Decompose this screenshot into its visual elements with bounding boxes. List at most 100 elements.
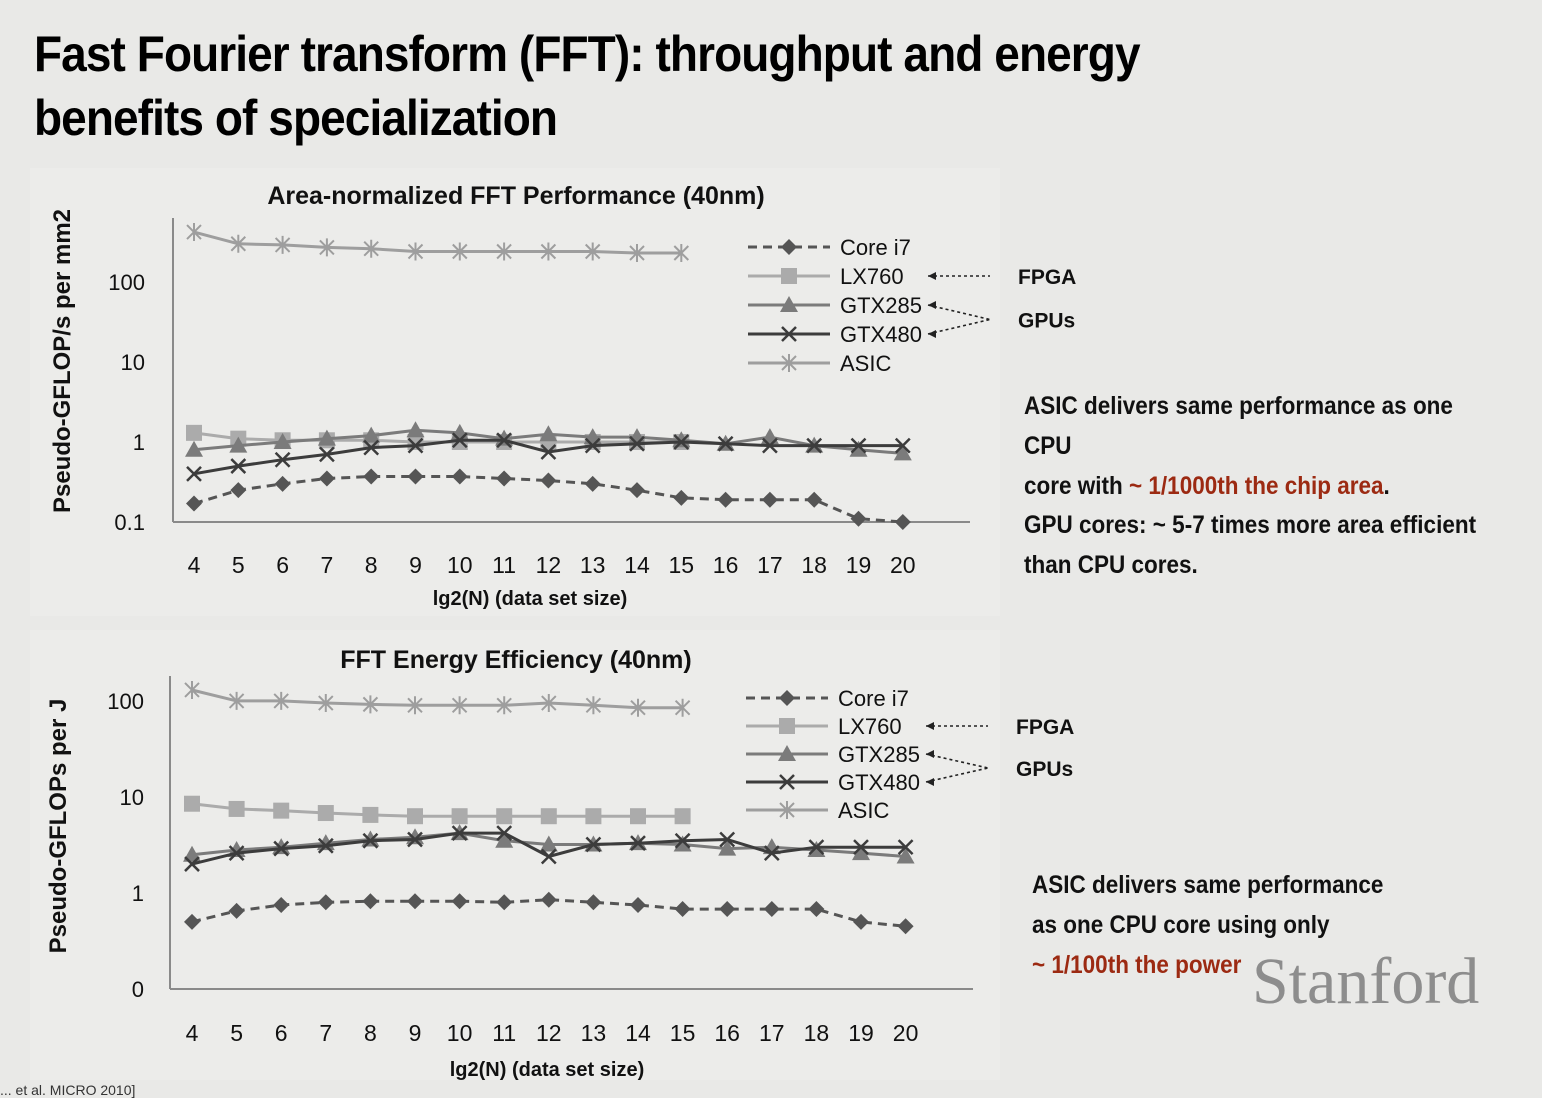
chart2-series-lx760-point xyxy=(451,808,468,825)
chart1-series-gtx480-point xyxy=(186,465,202,482)
chart2-legend-asic-marker xyxy=(779,801,795,819)
chart1-y-tick-label: 0.1 xyxy=(114,510,145,535)
chart1-series-core-i7-point xyxy=(186,495,202,512)
chart2-group-gpus-label: GPUs xyxy=(1016,758,1073,781)
chart2-legend-lx760-label: LX760 xyxy=(838,714,902,739)
chart1-series-core-i7-point xyxy=(673,489,690,506)
energy-note-line-2: as one CPU core using only xyxy=(1032,911,1330,939)
chart2-series-asic-point xyxy=(451,696,468,715)
chart2-series-core-i7-point xyxy=(451,893,468,910)
chart2-x-tick-label: 20 xyxy=(893,1020,919,1046)
chart2-x-tick-label: 19 xyxy=(848,1020,874,1046)
chart1-series-gtx480-point xyxy=(540,444,557,460)
chart1-x-tick-label: 19 xyxy=(846,552,872,578)
chart1-series-gtx285-point xyxy=(406,421,425,438)
chart2-series-asic-point xyxy=(585,696,602,715)
chart1-series-core-i7-point xyxy=(540,472,557,489)
chart2-y-tick-label: 1 xyxy=(132,881,144,906)
slide-title: Fast Fourier transform (FFT): throughput… xyxy=(34,22,1141,150)
chart2-series-lx760-point xyxy=(317,805,334,822)
chart1-series-asic-point xyxy=(407,242,424,261)
chart2-x-tick-label: 14 xyxy=(625,1020,651,1046)
chart2-series-core-i7-point xyxy=(273,896,290,913)
chart2-series-core-i7-point xyxy=(362,893,379,910)
chart1-series-gtx285-point xyxy=(362,426,381,443)
chart2-series-gtx285-point xyxy=(896,847,915,864)
chart2-group-gpus-arrowhead xyxy=(926,778,934,786)
chart2-x-tick-label: 11 xyxy=(492,1020,516,1046)
chart1-series-gtx480-point xyxy=(762,437,778,454)
chart2-series-asic-line xyxy=(191,688,683,710)
chart2-x-axis-label: lg2(N) (data set size) xyxy=(450,1059,644,1081)
chart1-group-gpus: GPUs xyxy=(927,301,1075,338)
chart1-x-tick-label: 10 xyxy=(447,552,473,578)
chart2-group-gpus-pointer xyxy=(925,753,989,769)
chart2-x-tick-label: 10 xyxy=(447,1020,473,1046)
chart2-legend-gtx285-label: GTX285 xyxy=(838,742,920,767)
chart1-legend-gtx285-marker xyxy=(780,296,798,312)
chart2-series-gtx480-point xyxy=(763,845,780,862)
chart1-x-tick-label: 17 xyxy=(757,552,783,578)
chart1-series-asic xyxy=(186,223,690,262)
chart2-series-lx760-point xyxy=(496,808,513,825)
gpu-note-line-1: GPU cores: ~ 5-7 times more area efficie… xyxy=(1024,511,1477,539)
chart2-series-asic-point xyxy=(541,694,557,713)
chart1-x-axis-label: lg2(N) (data set size) xyxy=(433,588,627,610)
chart1-x-tick-label: 8 xyxy=(365,552,378,578)
chart1-series-core-i7-point xyxy=(451,468,468,485)
chart2-series-core-i7-point xyxy=(853,913,869,930)
chart2-legend-asic-label: ASIC xyxy=(838,798,889,823)
chart1-series-core-i7-point xyxy=(850,510,867,527)
chart1-y-tick-label: 10 xyxy=(121,350,145,375)
chart2-series-gtx480-point xyxy=(184,856,200,872)
chart1-y-axis-label: Pseudo-GFLOP/s per mm2 xyxy=(49,209,76,513)
gpu-note-line-2: than CPU cores. xyxy=(1024,551,1198,579)
chart2-series-gtx285-point xyxy=(183,845,201,862)
energy-note-highlight: ~ 1/100th the power xyxy=(1032,951,1242,979)
chart2-group-fpga-label: FPGA xyxy=(1016,716,1074,739)
chart2-series-asic-point xyxy=(228,691,245,710)
chart1-legend-gtx480-marker xyxy=(781,326,797,342)
chart2-x-tick-label: 15 xyxy=(670,1020,696,1046)
chart1-series-gtx480 xyxy=(186,432,911,482)
chart2-series-asic-point xyxy=(318,694,334,713)
chart2-series-asic-point xyxy=(184,680,200,699)
chart1-series-gtx480-point xyxy=(496,432,512,449)
chart1-series-gtx285-point xyxy=(849,440,868,457)
chart2-group-fpga-arrowhead xyxy=(926,722,934,730)
chart1-series-asic-point xyxy=(496,242,512,261)
chart2-group-fpga: FPGA xyxy=(926,716,1074,739)
chart1-x-tick-label: 18 xyxy=(801,552,827,578)
chart2-y-tick-label: 100 xyxy=(107,689,144,714)
chart1-group-fpga-arrowhead xyxy=(928,272,936,280)
chart1-legend-gtx285-label: GTX285 xyxy=(840,293,922,318)
chart2-series-core-i7-point xyxy=(228,902,245,919)
chart1-x-tick-label: 4 xyxy=(188,552,201,578)
chart1-x-tick-label: 7 xyxy=(321,552,334,578)
chart1-series-asic-line xyxy=(193,230,682,255)
chart1-legend-core-i7-label: Core i7 xyxy=(840,235,911,260)
chart2-series-asic xyxy=(184,680,691,717)
chart1-legend-lx760-marker xyxy=(781,268,797,284)
chart2-x-tick-label: 13 xyxy=(581,1020,607,1046)
chart2-series-gtx480-point xyxy=(719,831,736,848)
chart1-series-core-i7-point xyxy=(318,470,335,487)
chart2-series-core-i7-point xyxy=(674,901,691,918)
chart1-series-core-i7-point xyxy=(274,475,291,492)
chart1-series-gtx480-point xyxy=(629,435,645,452)
chart2-series-core-i7-point xyxy=(808,901,825,918)
chart1-series-gtx285-point xyxy=(317,429,336,446)
chart2-series-core-i7-point xyxy=(763,901,780,918)
chart2-series-core-i7 xyxy=(184,891,914,935)
chart1-series-core-i7-point xyxy=(496,470,513,487)
chart1-series-asic-point xyxy=(186,223,202,242)
chart1-series-gtx480-point xyxy=(363,439,380,456)
chart1-group-gpus-label: GPUs xyxy=(1018,310,1075,333)
chart1-x-tick-label: 5 xyxy=(232,552,245,578)
chart1-y-tick-label: 100 xyxy=(108,270,145,295)
perf-note-line-2-pre: core with xyxy=(1024,472,1130,500)
chart2-x-tick-label: 16 xyxy=(714,1020,740,1046)
chart2-series-core-i7-point xyxy=(585,894,602,911)
chart1-series-core-i7-point xyxy=(230,482,247,499)
chart2-y-axis-label: Pseudo-GFLOPs per J xyxy=(45,699,72,954)
